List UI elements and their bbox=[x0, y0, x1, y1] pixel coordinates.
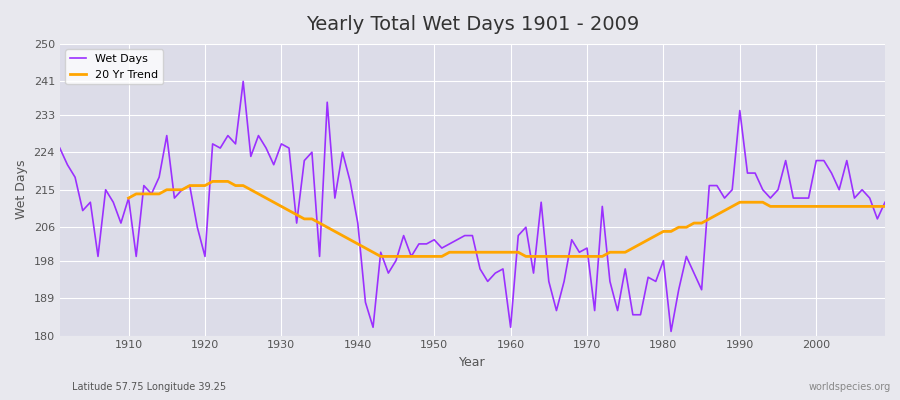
Legend: Wet Days, 20 Yr Trend: Wet Days, 20 Yr Trend bbox=[66, 50, 163, 84]
Text: Latitude 57.75 Longitude 39.25: Latitude 57.75 Longitude 39.25 bbox=[72, 382, 226, 392]
Wet Days bbox=[879, 200, 890, 205]
Text: worldspecies.org: worldspecies.org bbox=[809, 382, 891, 392]
Wet Days bbox=[666, 329, 677, 334]
Line: 20 Yr Trend: 20 Yr Trend bbox=[129, 182, 885, 256]
20 Yr Trend bbox=[375, 254, 386, 259]
20 Yr Trend bbox=[528, 254, 539, 259]
20 Yr Trend bbox=[307, 216, 318, 221]
Wet Days bbox=[115, 221, 126, 226]
Y-axis label: Wet Days: Wet Days bbox=[15, 160, 28, 220]
Wet Days bbox=[505, 325, 516, 330]
Wet Days bbox=[238, 79, 248, 84]
X-axis label: Year: Year bbox=[459, 356, 486, 369]
Wet Days bbox=[338, 150, 348, 155]
Wet Days bbox=[513, 233, 524, 238]
20 Yr Trend bbox=[857, 204, 868, 209]
Title: Yearly Total Wet Days 1901 - 2009: Yearly Total Wet Days 1901 - 2009 bbox=[306, 15, 639, 34]
20 Yr Trend bbox=[276, 204, 287, 209]
Line: Wet Days: Wet Days bbox=[59, 81, 885, 332]
Wet Days bbox=[605, 279, 616, 284]
20 Yr Trend bbox=[833, 204, 844, 209]
20 Yr Trend bbox=[207, 179, 218, 184]
20 Yr Trend bbox=[123, 196, 134, 200]
20 Yr Trend bbox=[590, 254, 600, 259]
Wet Days bbox=[292, 221, 302, 226]
Wet Days bbox=[54, 146, 65, 150]
20 Yr Trend bbox=[879, 204, 890, 209]
